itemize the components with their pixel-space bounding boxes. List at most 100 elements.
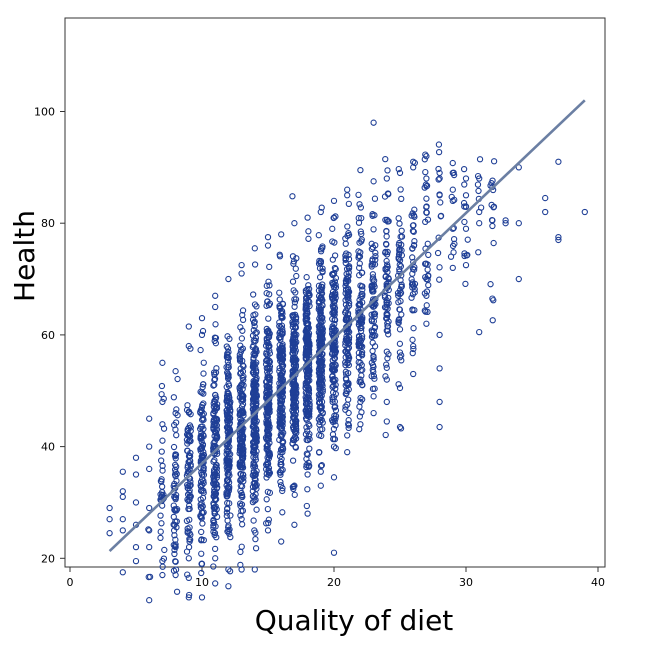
cloud-point	[424, 216, 432, 223]
cloud-point	[263, 357, 270, 364]
cloud-point	[263, 290, 270, 297]
cloud-point	[159, 467, 166, 474]
data-point	[555, 234, 562, 241]
cloud-point	[435, 176, 442, 183]
cloud-point	[332, 385, 339, 392]
cloud-point	[305, 235, 312, 242]
cloud-point	[304, 352, 311, 360]
cloud-point	[398, 281, 405, 288]
cloud-point	[200, 410, 207, 418]
cloud-point	[289, 457, 297, 464]
cloud-point	[305, 285, 313, 293]
cloud-point	[277, 478, 284, 486]
cloud-point	[317, 248, 325, 255]
data-point	[370, 393, 377, 400]
cloud-point	[423, 209, 430, 216]
cloud-point	[383, 361, 390, 368]
cloud-point	[450, 249, 457, 256]
cloud-point	[355, 321, 363, 328]
cloud-point	[223, 509, 231, 516]
cloud-point	[304, 486, 311, 493]
cloud-point	[173, 432, 180, 439]
cloud-point	[276, 334, 283, 342]
cloud-point	[435, 165, 442, 173]
cloud-point	[305, 228, 312, 235]
cloud-point	[306, 397, 313, 404]
data-point	[449, 186, 456, 193]
cloud-point	[305, 421, 312, 428]
cloud-point	[198, 536, 205, 543]
x-tick-label: 0	[67, 576, 74, 589]
cloud-point	[290, 312, 297, 319]
cloud-point	[210, 424, 217, 431]
cloud-point	[342, 359, 349, 366]
cloud-point	[239, 493, 246, 501]
data-point	[304, 510, 311, 517]
cloud-point	[279, 330, 286, 337]
cloud-point	[277, 354, 284, 361]
cloud-point	[330, 435, 337, 442]
cloud-point	[342, 235, 349, 242]
cloud-point	[158, 457, 165, 464]
data-point	[119, 527, 126, 534]
cloud-point	[437, 212, 445, 220]
data-point	[330, 197, 338, 205]
cloud-point	[239, 451, 246, 459]
cloud-point	[159, 437, 166, 444]
cloud-point	[238, 483, 246, 490]
cloud-point	[409, 265, 417, 273]
cloud-point	[411, 238, 418, 245]
cloud-point	[316, 265, 324, 272]
cloud-point	[436, 276, 443, 283]
cloud-point	[306, 445, 313, 452]
cloud-point	[372, 249, 379, 256]
cloud-point	[356, 343, 364, 350]
data-point	[396, 423, 404, 431]
cloud-point	[278, 322, 286, 329]
cloud-point	[293, 417, 300, 425]
cloud-point	[368, 283, 375, 290]
cloud-point	[236, 355, 244, 362]
data-point	[159, 571, 166, 579]
cloud-point	[355, 248, 362, 255]
data-point	[146, 443, 153, 450]
cloud-point	[239, 436, 247, 443]
cloud-point	[237, 391, 244, 398]
cloud-point	[316, 421, 323, 428]
cloud-point	[184, 481, 191, 489]
cloud-point	[253, 431, 260, 438]
cloud-point	[289, 253, 297, 260]
data-point	[238, 566, 245, 573]
cloud-point	[278, 421, 285, 428]
cloud-point	[263, 391, 270, 399]
cloud-point	[197, 435, 204, 442]
cloud-point	[262, 434, 270, 441]
cloud-point	[251, 527, 258, 534]
data-point	[106, 530, 113, 537]
cloud-point	[200, 464, 207, 471]
y-axis-title: Health	[8, 210, 41, 302]
cloud-point	[410, 242, 418, 249]
data-point	[357, 166, 364, 174]
cloud-point	[172, 558, 179, 565]
cloud-point	[279, 487, 286, 495]
cloud-point	[250, 291, 257, 298]
cloud-point	[158, 391, 165, 398]
cloud-point	[185, 438, 192, 445]
cloud-point	[302, 306, 309, 313]
cloud-point	[276, 419, 283, 426]
cloud-point	[213, 433, 221, 440]
cloud-point	[397, 297, 404, 305]
cloud-point	[317, 380, 325, 387]
data-point	[225, 275, 232, 283]
cloud-point	[211, 337, 218, 345]
cloud-point	[213, 513, 221, 520]
cloud-point	[305, 390, 313, 397]
cloud-point	[384, 327, 391, 334]
cloud-point	[210, 473, 217, 480]
data-point	[410, 158, 417, 165]
cloud-point	[369, 332, 376, 339]
cloud-point	[316, 398, 324, 406]
data-point	[238, 270, 245, 277]
cloud-point	[356, 300, 364, 307]
